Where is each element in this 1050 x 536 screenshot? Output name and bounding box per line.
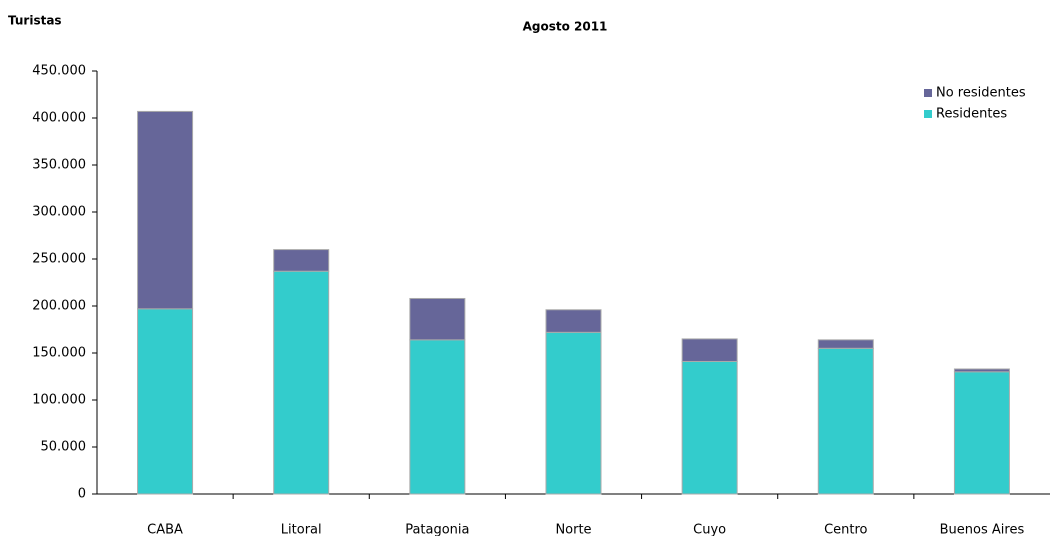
y-tick-label: 100.000 (32, 393, 86, 408)
x-tick-label: Buenos Aires (940, 523, 1025, 536)
legend-label: No residentes (936, 86, 1026, 101)
x-tick-label: Centro (824, 523, 867, 536)
bar-segment (817, 347, 874, 495)
x-tick-label: CABA (147, 523, 183, 536)
y-tick-label: 200.000 (32, 299, 86, 314)
y-axis-label: Turistas (8, 14, 62, 28)
bar-segment (273, 270, 330, 495)
y-tick-label: 400.000 (32, 111, 86, 126)
bar-segment (953, 368, 1010, 373)
bar-segment (137, 308, 194, 495)
y-tick-label: 350.000 (32, 158, 86, 173)
bar-segment (953, 371, 1010, 495)
legend-label: Residentes (936, 107, 1007, 122)
y-tick-label: 150.000 (32, 346, 86, 361)
bar-segment (545, 309, 602, 333)
x-tick-label: Litoral (281, 523, 322, 536)
bar-segment (681, 360, 738, 495)
bar-segment (273, 249, 330, 272)
y-tick-label: 450.000 (32, 64, 86, 79)
bar-segment (409, 297, 466, 341)
chart-subtitle: Agosto 2011 (523, 20, 608, 34)
bar-segment (137, 110, 194, 310)
y-tick-label: 0 (78, 487, 86, 502)
y-tick-label: 300.000 (32, 205, 86, 220)
bar-segment (409, 339, 466, 495)
legend-swatch (924, 110, 932, 118)
x-tick-label: Cuyo (693, 523, 726, 536)
x-tick-label: Patagonia (405, 523, 469, 536)
bar-segment (681, 338, 738, 362)
bar-segment (817, 339, 874, 349)
legend-swatch (924, 89, 932, 97)
x-tick-label: Norte (555, 523, 591, 536)
y-tick-label: 250.000 (32, 252, 86, 267)
y-tick-label: 50.000 (41, 440, 87, 455)
bar-segment (545, 331, 602, 495)
